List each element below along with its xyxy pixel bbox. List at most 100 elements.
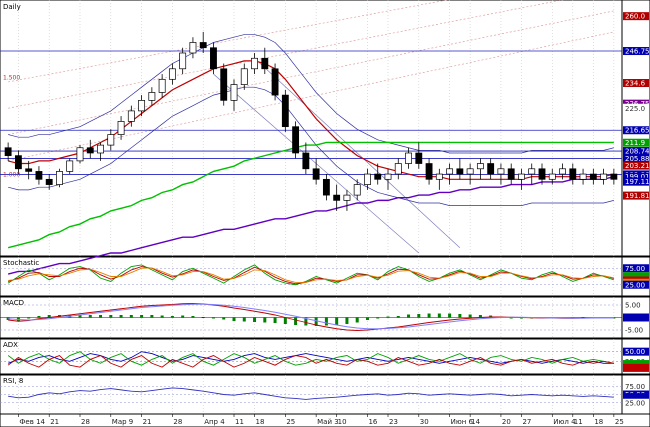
- price-tag-3: [623, 99, 649, 108]
- candle-body-13: [138, 100, 146, 112]
- adx-tag-3: [623, 363, 649, 372]
- macd-hist-41: [427, 313, 431, 318]
- candle-body-51: [528, 168, 536, 175]
- x-tick-label-2: 28: [81, 418, 90, 426]
- stochastic-title: Stochastic: [3, 259, 39, 267]
- candle-body-11: [117, 121, 125, 135]
- macd-hist-16: [170, 316, 174, 318]
- candle-body-12: [127, 110, 135, 122]
- stochastic-tag-4: [623, 280, 649, 289]
- x-tick-label-5: 28: [173, 418, 182, 426]
- x-tick-label-1: 21: [50, 418, 59, 426]
- macd-hist-3: [37, 316, 41, 318]
- candle-body-0: [4, 147, 12, 156]
- candle-body-22: [230, 84, 238, 101]
- candle-body-10: [107, 134, 115, 146]
- x-tick-label-14: 30: [420, 418, 429, 426]
- price-label-5: 216.65: [625, 127, 650, 135]
- macd-tag-1: [623, 313, 649, 322]
- price-tag-6: [623, 138, 649, 147]
- x-tick-label-3: Мар 9: [112, 418, 133, 426]
- stochastic-tag-0: [623, 264, 649, 273]
- price-label-1: 246.75: [625, 48, 650, 56]
- x-tick-label-6: Апр 4: [204, 418, 225, 426]
- candle-body-1: [14, 155, 22, 170]
- candle-body-9: [97, 144, 104, 154]
- candle-body-14: [148, 92, 156, 101]
- rsi-8-label-0: 75.00: [625, 383, 645, 391]
- price-label-12: 197.11: [625, 178, 650, 186]
- candle-body-58: [600, 173, 608, 180]
- candle-body-37: [384, 173, 392, 180]
- macd-hist-43: [448, 313, 452, 318]
- candle-body-16: [168, 68, 176, 80]
- macd-label-0: 5.00: [625, 302, 641, 310]
- stochastic-label-0: 75.00: [625, 265, 645, 273]
- candle-body-8: [86, 147, 94, 154]
- x-tick-label-13: 23: [389, 418, 398, 426]
- price-label-2: 234.6: [625, 80, 646, 88]
- macd-hist-9: [99, 315, 103, 318]
- price-tag-4: [622, 103, 650, 113]
- candle-body-21: [220, 68, 228, 101]
- macd-hist-28: [294, 317, 298, 325]
- x-tick-label-17: 20: [502, 418, 511, 426]
- rsi-8-title: RSI, 8: [3, 377, 23, 385]
- candle-body-25: [261, 57, 269, 70]
- fib-ray-0: [8, 10, 614, 135]
- price-tag-2: [623, 79, 649, 87]
- macd-tag-2: [623, 326, 649, 334]
- macd-hist-42: [437, 313, 441, 318]
- x-tick-label-11: 10: [338, 418, 347, 426]
- candle-body-47: [487, 163, 495, 175]
- candle-body-20: [210, 47, 217, 70]
- price-label-13: 191.81: [625, 192, 650, 200]
- fib-ray-3: [8, 31, 614, 162]
- macd-hist-35: [365, 317, 369, 320]
- macd-hist-10: [109, 315, 113, 318]
- candle-body-26: [271, 68, 279, 96]
- price-tag-12: [623, 177, 649, 186]
- macd-line-signal: [8, 303, 614, 330]
- trend-line-down-1: [254, 58, 461, 248]
- candle-body-27: [281, 94, 289, 128]
- candle-body-2: [25, 168, 33, 172]
- macd-hist-7: [78, 315, 82, 318]
- candle-body-24: [251, 57, 258, 70]
- rsi-8-label-3: 25.00: [625, 399, 645, 407]
- price-label-4: 225.0: [625, 105, 645, 113]
- macd-hist-40: [417, 314, 421, 318]
- candle-body-43: [446, 168, 454, 175]
- candle-body-4: [45, 178, 53, 185]
- panel-frame-3: [0, 338, 623, 375]
- macd-hist-45: [468, 314, 472, 318]
- x-tick-label-15: Июн 6: [451, 418, 474, 426]
- macd-hist-36: [376, 317, 380, 319]
- macd-hist-33: [345, 317, 349, 324]
- candle-body-17: [179, 52, 187, 70]
- price-tag-13: [623, 191, 649, 200]
- candle-body-36: [374, 173, 382, 180]
- macd-title: MACD: [3, 299, 24, 307]
- macd-hist-21: [222, 317, 226, 320]
- candle-body-6: [66, 160, 74, 172]
- candle-body-34: [353, 184, 361, 196]
- x-tick-label-19: Июл 4: [553, 418, 576, 426]
- rsi-8-tag-2: [623, 393, 649, 402]
- x-tick-label-12: 16: [368, 418, 377, 426]
- price-label-11: 199.01: [625, 173, 650, 181]
- candle-body-54: [559, 168, 566, 175]
- candle-body-57: [589, 173, 597, 180]
- candle-body-31: [322, 178, 330, 196]
- candle-body-19: [199, 42, 207, 49]
- envelope-lower: [8, 86, 614, 206]
- price-label-6: 211.9: [625, 139, 645, 147]
- x-tick-label-18: 27: [522, 418, 531, 426]
- candle-body-45: [466, 168, 474, 175]
- fib-label-0: 1.500: [3, 74, 20, 81]
- adx-title: ADX: [3, 341, 18, 349]
- candle-body-30: [312, 168, 320, 180]
- envelope-upper: [8, 34, 614, 154]
- candle-body-49: [507, 168, 515, 180]
